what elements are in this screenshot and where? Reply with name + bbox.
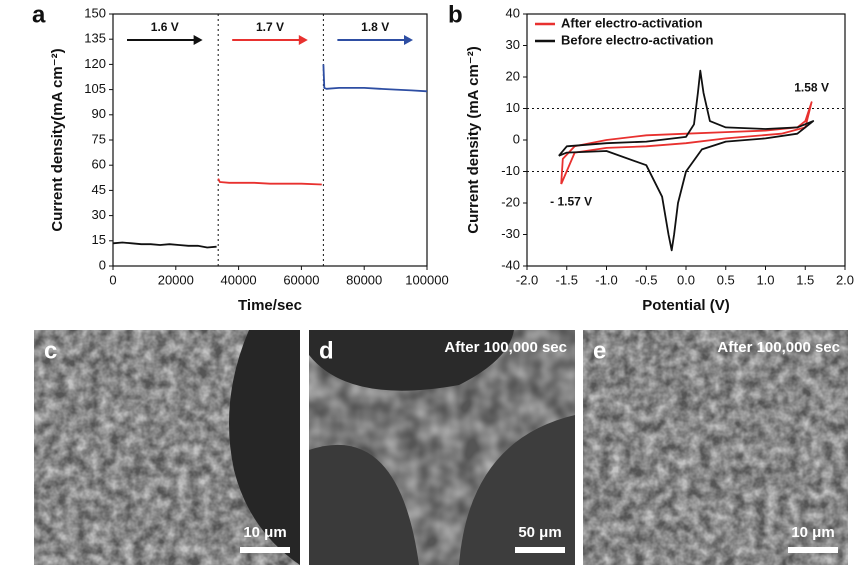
data-line (217, 178, 322, 186)
x-tick-label: 40000 (221, 272, 257, 287)
sem-void (309, 330, 514, 391)
y-tick-label: 45 (92, 182, 106, 197)
legend-label: After electro-activation (561, 15, 703, 30)
y-tick-label: -10 (501, 163, 520, 178)
y-tick-label: -20 (501, 194, 520, 209)
annotation: - 1.57 V (550, 194, 592, 208)
x-tick-label: 100000 (405, 272, 448, 287)
y-axis-label: Current density(mA cm⁻²) (49, 48, 66, 231)
sem-image (583, 330, 848, 565)
series-label: 1.6 V (151, 20, 179, 34)
scale-bar-label: 10 μm (243, 524, 286, 541)
y-tick-label: 0 (99, 257, 106, 272)
series-label: 1.7 V (256, 20, 284, 34)
panel-letter: c (44, 337, 57, 364)
panel-letter: a (32, 1, 46, 28)
sem-image (309, 330, 575, 565)
arrow-head (298, 35, 308, 45)
sem-note: After 100,000 sec (717, 339, 840, 356)
panel-letter: e (593, 337, 606, 364)
x-tick-label: 20000 (158, 272, 194, 287)
data-line (560, 101, 813, 185)
x-tick-label: 80000 (346, 272, 382, 287)
x-tick-label: 2.0 (836, 272, 854, 287)
y-tick-label: 20 (506, 68, 520, 83)
arrow-head (404, 35, 413, 45)
x-tick-label: 60000 (283, 272, 319, 287)
arrow-head (193, 35, 203, 45)
x-tick-label: 1.5 (796, 272, 814, 287)
sem-void (459, 415, 575, 565)
y-tick-label: 135 (84, 31, 106, 46)
y-tick-label: -30 (501, 226, 520, 241)
x-tick-label: -1.5 (556, 272, 578, 287)
y-tick-label: -40 (501, 257, 520, 272)
y-tick-label: 120 (84, 56, 106, 71)
scale-bar (515, 547, 565, 553)
scale-bar (788, 547, 838, 553)
series-label: 1.8 V (361, 20, 389, 34)
y-tick-label: 15 (92, 232, 106, 247)
panel-letter: d (319, 337, 334, 364)
sem-image (34, 330, 300, 565)
y-axis-label: Current density (mA cm⁻²) (465, 46, 482, 233)
y-tick-label: 105 (84, 81, 106, 96)
sem-texture (583, 330, 848, 565)
x-tick-label: -1.0 (595, 272, 617, 287)
panel-letter: b (448, 1, 463, 28)
y-tick-label: 40 (506, 5, 520, 20)
y-tick-label: 30 (506, 37, 520, 52)
x-tick-label: 0.0 (677, 272, 695, 287)
data-line (112, 241, 217, 249)
x-tick-label: 1.0 (756, 272, 774, 287)
data-line (322, 64, 428, 93)
y-tick-label: 90 (92, 106, 106, 121)
x-axis-label: Potential (V) (642, 297, 730, 314)
x-tick-label: -0.5 (635, 272, 657, 287)
sem-note: After 100,000 sec (444, 339, 567, 356)
x-tick-label: -2.0 (516, 272, 538, 287)
data-line (558, 69, 815, 252)
y-tick-label: 60 (92, 157, 106, 172)
x-tick-label: 0 (109, 272, 116, 287)
legend-label: Before electro-activation (561, 32, 713, 47)
scale-bar-label: 10 μm (791, 524, 834, 541)
annotation: 1.58 V (794, 80, 829, 94)
y-tick-label: 150 (84, 5, 106, 20)
y-tick-label: 10 (506, 100, 520, 115)
sem-void (229, 330, 300, 565)
y-tick-label: 30 (92, 207, 106, 222)
x-axis-label: Time/sec (238, 297, 302, 314)
y-tick-label: 0 (513, 131, 520, 146)
plot-frame (526, 13, 846, 267)
sem-void (309, 444, 419, 565)
scale-bar-label: 50 μm (518, 524, 561, 541)
scale-bar (240, 547, 290, 553)
plot-frame (112, 13, 428, 267)
y-tick-label: 75 (92, 131, 106, 146)
x-tick-label: 0.5 (717, 272, 735, 287)
